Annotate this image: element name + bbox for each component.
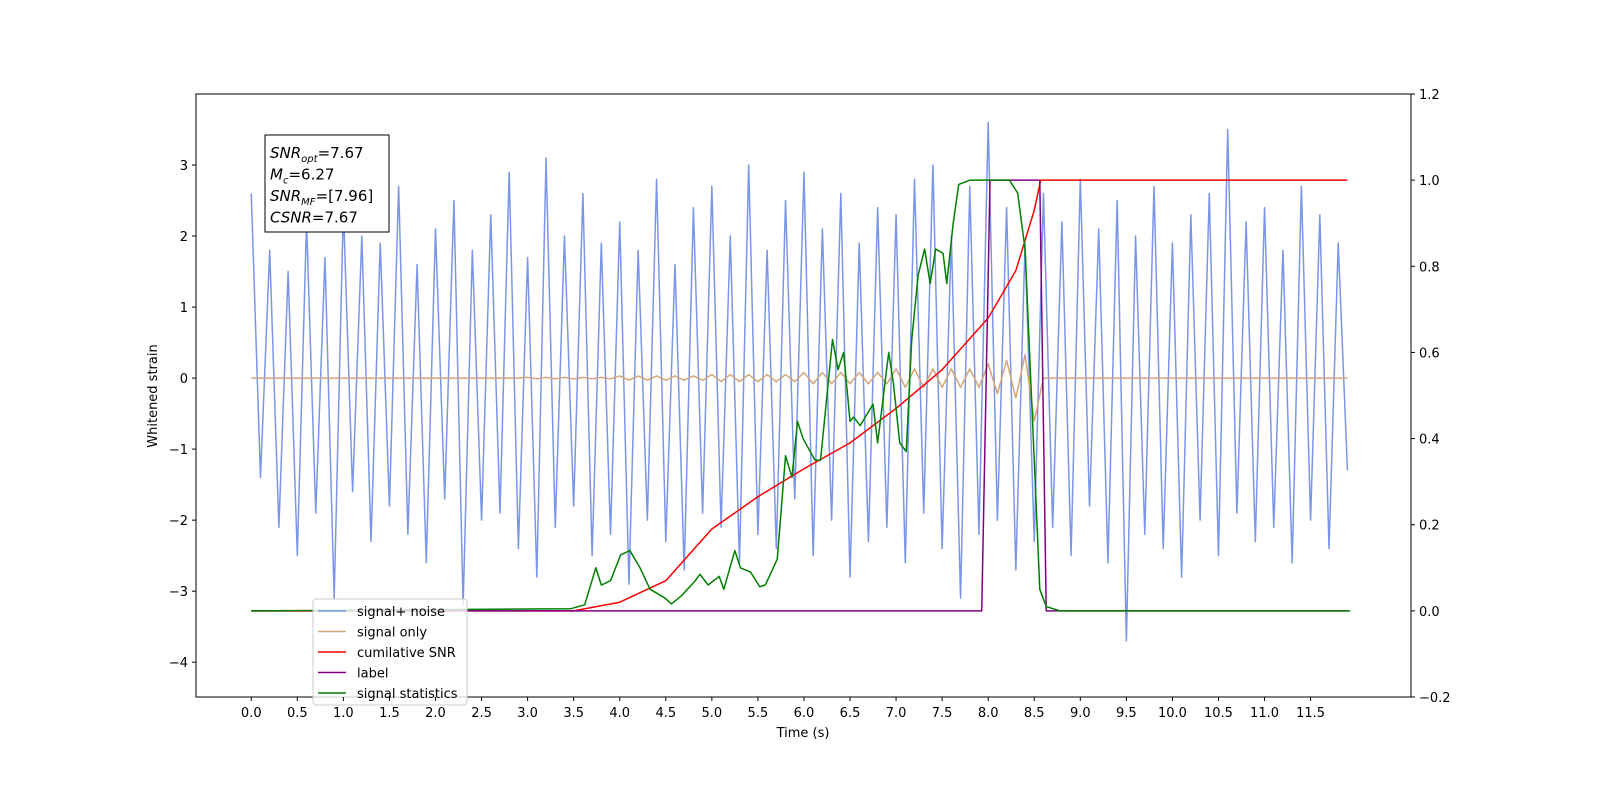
y-tick-label: −1: [169, 443, 188, 458]
y2-tick-label: −0.2: [1419, 691, 1451, 706]
x-tick-label: 1.5: [379, 706, 400, 721]
y2-tick-label: 1.2: [1419, 88, 1440, 103]
x-tick-label: 1.0: [333, 706, 354, 721]
x-tick-label: 8.5: [1024, 706, 1045, 721]
annotation-subscript: opt: [301, 154, 318, 165]
x-tick-label: 5.5: [748, 706, 769, 721]
x-tick-label: 4.5: [655, 706, 676, 721]
x-tick-label: 0.5: [287, 706, 308, 721]
annotation-subscript: MF: [301, 197, 316, 208]
y-tick-label: −3: [169, 585, 188, 600]
series-line: [251, 353, 1348, 422]
legend-label: signal+ noise: [357, 605, 445, 620]
y-tick-label: 0: [180, 372, 188, 387]
legend-label: signal only: [357, 626, 427, 641]
x-tick-label: 6.0: [794, 706, 815, 721]
x-axis-label: Time (s): [776, 726, 830, 741]
y2-tick-label: 0.2: [1419, 519, 1440, 534]
annotation-value: =7.67: [312, 209, 358, 227]
x-tick-label: 2.5: [471, 706, 492, 721]
annotation-symbol: SNR: [270, 187, 301, 205]
y-tick-label: −4: [169, 656, 188, 671]
x-tick-label: 7.5: [932, 706, 953, 721]
legend-box: [312, 598, 468, 706]
x-tick-label: 10.0: [1158, 706, 1187, 721]
x-tick-label: 9.5: [1116, 706, 1137, 721]
x-tick-label: 0.0: [241, 706, 262, 721]
x-tick-label: 7.0: [886, 706, 907, 721]
annotation-symbol: CSNR: [270, 209, 312, 227]
plot-area: [250, 121, 1351, 642]
series-line: [251, 179, 1348, 612]
x-tick-label: 11.0: [1250, 706, 1279, 721]
y2-tick-label: 1.0: [1419, 174, 1440, 189]
x-tick-label: 2.0: [425, 706, 446, 721]
annotation-symbol: SNR: [270, 144, 301, 162]
y-tick-label: −2: [169, 514, 188, 529]
y-tick-label: 2: [180, 230, 188, 245]
y-tick-label: 1: [180, 301, 188, 316]
annotation-line: CSNR=7.67: [270, 209, 358, 227]
annotation-line: SNRMF=[7.96]: [270, 187, 373, 208]
annotation-value: =7.67: [318, 144, 364, 162]
series-line: [251, 179, 1351, 612]
series-line: [250, 121, 1349, 642]
x-tick-label: 3.5: [563, 706, 584, 721]
y2-tick-label: 0.4: [1419, 433, 1440, 448]
x-tick-label: 8.0: [978, 706, 999, 721]
y2-tick-label: 0.8: [1419, 260, 1440, 275]
legend: signal+ noise signal only cumilative SNR la…: [312, 598, 468, 706]
annotation-value: =6.27: [288, 166, 334, 184]
y2-tick-label: 0.6: [1419, 346, 1440, 361]
x-tick-label: 11.5: [1296, 706, 1325, 721]
x-tick-label: 6.5: [840, 706, 861, 721]
legend-label: cumilative SNR: [357, 646, 456, 661]
annotation-line: Mc=6.27: [270, 166, 334, 187]
legend-label: label: [357, 667, 388, 682]
x-tick-label: 4.0: [609, 706, 630, 721]
annotation-box: [264, 134, 390, 233]
x-tick-label: 10.5: [1204, 706, 1233, 721]
y-tick-label: 3: [180, 159, 188, 174]
x-tick-label: 3.0: [517, 706, 538, 721]
x-tick-label: 9.0: [1070, 706, 1091, 721]
y2-tick-label: 0.0: [1419, 605, 1440, 620]
annotation-symbol: M: [270, 166, 283, 184]
y-axis-label: Whitened strain: [146, 344, 161, 447]
x-tick-label: 5.0: [702, 706, 723, 721]
annotation-subscript: c: [283, 176, 289, 187]
legend-label: signal statistics: [357, 687, 458, 702]
annotation-line: SNRopt=7.67: [270, 144, 364, 165]
annotation-value: =[7.96]: [316, 187, 374, 205]
